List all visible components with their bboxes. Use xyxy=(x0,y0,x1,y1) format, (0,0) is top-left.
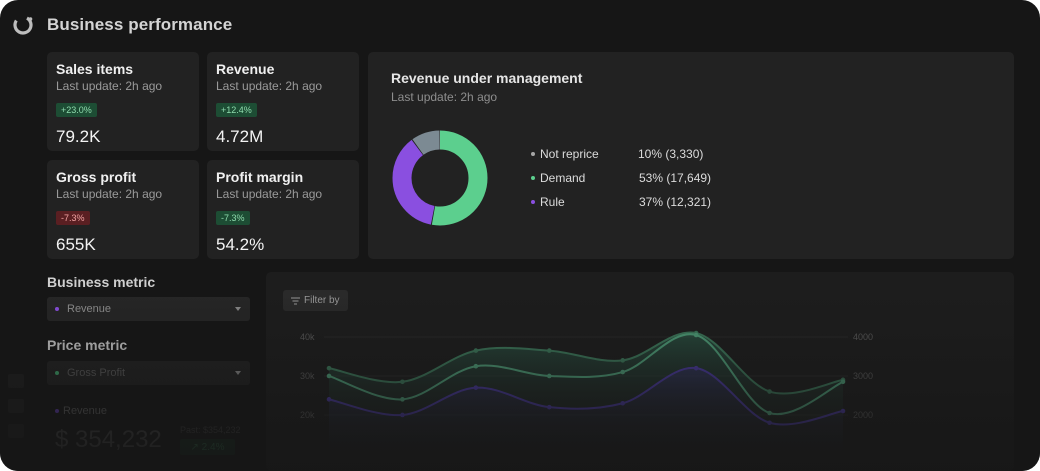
legend-item-rule: Rule xyxy=(531,195,565,209)
summary-delta-badge: ↗ 2.4% xyxy=(180,439,235,455)
revenue-under-management-card: Revenue under management Last update: 2h… xyxy=(368,52,1014,259)
data-point[interactable] xyxy=(620,358,626,363)
data-point[interactable] xyxy=(767,420,772,426)
data-point[interactable] xyxy=(400,379,405,385)
price-metric-label: Price metric xyxy=(47,337,128,353)
header: Business performance xyxy=(12,12,232,38)
metric-color-dot xyxy=(55,307,59,311)
data-point[interactable] xyxy=(840,379,846,385)
data-point[interactable] xyxy=(840,408,846,414)
page-title: Business performance xyxy=(47,15,233,34)
data-point[interactable] xyxy=(767,410,772,416)
price-metric-select[interactable]: Gross Profit xyxy=(47,361,250,385)
y-tick-left: 20k xyxy=(300,410,315,420)
side-toolbar-button[interactable] xyxy=(8,424,24,438)
kpi-card-gross-profit[interactable]: Gross profit Last update: 2h ago -7.3% 6… xyxy=(47,160,199,259)
kpi-title: Gross profit xyxy=(56,169,137,185)
data-point[interactable] xyxy=(620,400,626,406)
business-metric-label: Business metric xyxy=(47,274,156,290)
legend-label: Rule xyxy=(540,195,565,209)
line-chart: 40k 4000 30k 3000 20k 2000 xyxy=(300,330,873,471)
side-toolbar-button[interactable] xyxy=(8,374,24,388)
kpi-trend-badge: -7.3% xyxy=(216,211,250,225)
logo-icon xyxy=(13,15,33,35)
data-point[interactable] xyxy=(620,369,626,375)
kpi-title: Profit margin xyxy=(216,169,304,185)
legend-dot xyxy=(531,200,535,204)
kpi-last-update: Last update: 2h ago xyxy=(216,187,323,201)
data-point[interactable] xyxy=(326,365,332,371)
kpi-title: Sales items xyxy=(56,61,134,77)
legend-dot xyxy=(531,152,535,156)
kpi-card-profit-margin[interactable]: Profit margin Last update: 2h ago -7.3% … xyxy=(207,160,359,259)
summary-past: Past: $354,232 xyxy=(180,425,241,435)
kpi-value: 4.72M xyxy=(216,127,264,146)
kpi-trend-badge: -7.3% xyxy=(56,211,90,225)
price-metric-value: Gross Profit xyxy=(67,367,126,379)
summary-value: $ 354,232 xyxy=(55,426,162,453)
rum-last-update: Last update: 2h ago xyxy=(391,90,498,104)
legend-dot xyxy=(531,176,535,180)
legend-value: 10% (3,330) xyxy=(638,147,704,161)
kpi-trend-badge: +12.4% xyxy=(216,103,257,117)
data-point[interactable] xyxy=(546,404,552,410)
kpi-last-update: Last update: 2h ago xyxy=(56,187,163,201)
donut-chart xyxy=(392,130,488,226)
data-point[interactable] xyxy=(693,332,699,338)
legend-label: Demand xyxy=(540,171,586,185)
data-point[interactable] xyxy=(473,385,479,390)
legend-value: 53% (17,649) xyxy=(639,171,712,185)
rum-title: Revenue under management xyxy=(391,70,583,86)
data-point[interactable] xyxy=(400,412,405,418)
y-tick-right: 4000 xyxy=(853,332,873,342)
data-point[interactable] xyxy=(767,389,772,394)
chevron-down-icon xyxy=(235,371,241,375)
business-metric-value: Revenue xyxy=(67,303,112,315)
chevron-down-icon xyxy=(235,307,241,311)
kpi-card-revenue[interactable]: Revenue Last update: 2h ago +12.4% 4.72M xyxy=(207,52,359,151)
kpi-trend-badge: +23.0% xyxy=(56,103,97,117)
kpi-title: Revenue xyxy=(216,61,275,77)
business-metric-select[interactable]: Revenue xyxy=(47,297,250,321)
kpi-last-update: Last update: 2h ago xyxy=(216,79,323,93)
data-point[interactable] xyxy=(400,397,405,402)
legend-item-not-reprice: Not reprice xyxy=(531,147,599,161)
data-point[interactable] xyxy=(473,363,479,369)
data-point[interactable] xyxy=(546,348,552,353)
kpi-value: 54.2% xyxy=(216,235,265,254)
metric-color-dot xyxy=(55,371,59,375)
line-chart-card: Filter by 40k 4000 30k 3000 20k 2000 xyxy=(266,272,1014,471)
y-tick-right: 3000 xyxy=(853,371,873,381)
data-point[interactable] xyxy=(546,373,552,379)
y-tick-left: 40k xyxy=(300,332,315,342)
summary-dot xyxy=(55,409,59,413)
data-point[interactable] xyxy=(473,348,479,353)
y-tick-left: 30k xyxy=(300,371,315,381)
data-point[interactable] xyxy=(326,373,332,379)
summary-label: Revenue xyxy=(55,405,107,417)
y-tick-right: 2000 xyxy=(853,410,873,420)
summary-label-text: Revenue xyxy=(63,405,108,417)
kpi-card-sales-items[interactable]: Sales items Last update: 2h ago +23.0% 7… xyxy=(47,52,199,151)
kpi-value: 79.2K xyxy=(56,127,101,146)
kpi-last-update: Last update: 2h ago xyxy=(56,79,163,93)
kpi-value: 655K xyxy=(56,235,96,254)
side-toolbar-button[interactable] xyxy=(8,399,24,413)
legend-value: 37% (12,321) xyxy=(639,195,712,209)
legend-label: Not reprice xyxy=(540,147,599,161)
data-point[interactable] xyxy=(693,365,699,371)
legend-item-demand: Demand xyxy=(531,171,585,185)
data-point[interactable] xyxy=(326,397,332,402)
